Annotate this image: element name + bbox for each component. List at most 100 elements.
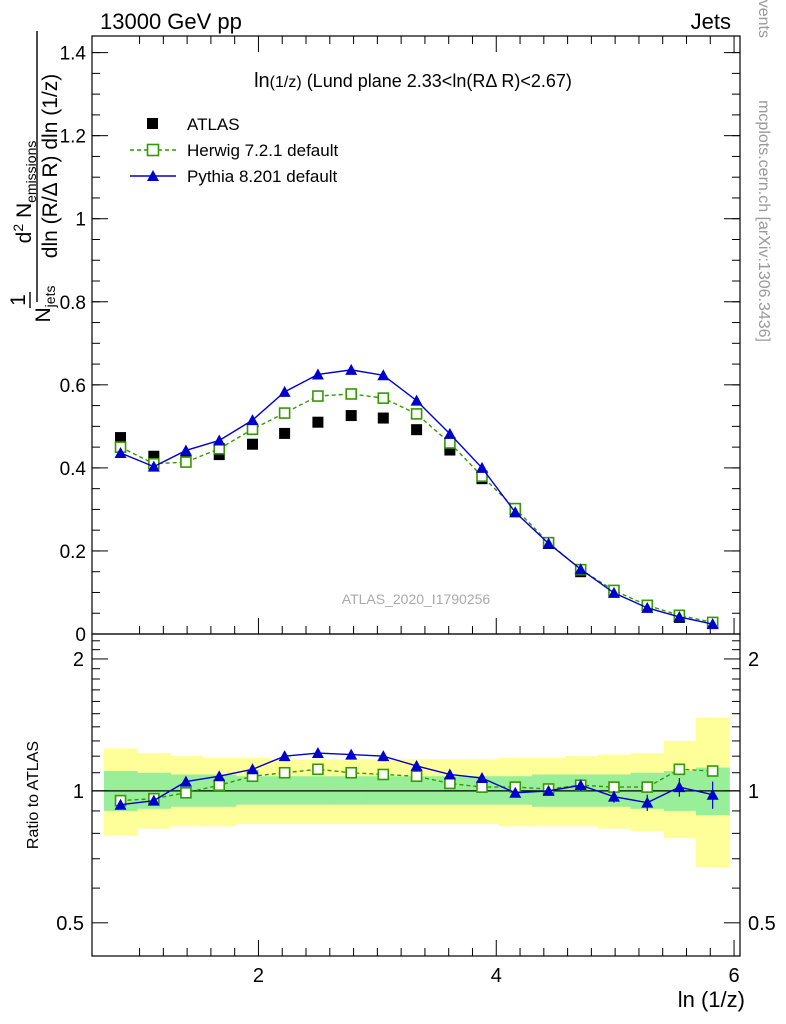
main-title-ln: ln <box>254 70 270 92</box>
main-series-layer <box>114 363 719 630</box>
pythia-ratio-point <box>475 771 488 783</box>
ylabel-den1-n: N <box>32 307 55 322</box>
ratio-plot-area: 2 4 6 0.5 0.5 1 1 2 2 <box>56 640 776 987</box>
herwig-ratio-point <box>345 766 358 779</box>
herwig-point <box>278 407 291 419</box>
main-y-tick-label: 1.2 <box>60 127 86 148</box>
pythia-point <box>475 461 488 473</box>
header-right: Jets <box>691 9 731 34</box>
pythia-ratio-point <box>179 775 192 787</box>
ylabel-num2-n: N <box>13 203 36 224</box>
legend-herwig-label: Herwig 7.2.1 default <box>187 141 338 160</box>
ylabel-frac1-den: Njets <box>32 286 58 323</box>
pythia-ratio-point <box>278 750 291 762</box>
main-y-tick-label: 0.2 <box>60 542 86 563</box>
ylabel-den1-sub: jets <box>42 286 58 309</box>
pythia-point <box>443 427 456 439</box>
atlas-point <box>213 449 225 461</box>
atlas-point <box>148 450 160 462</box>
ratio-x-tick-label: 2 <box>253 965 264 987</box>
herwig-point <box>444 437 456 449</box>
pythia-ratio-point <box>574 779 587 791</box>
pythia-ratio-point <box>213 770 226 782</box>
ratio-bands <box>103 717 730 868</box>
ylabel-num2-d: d <box>13 232 36 244</box>
main-y-tick-label: 0 <box>75 625 86 646</box>
ratio-y-tick-label: 1 <box>73 781 84 803</box>
legend-herwig-marker <box>146 143 160 157</box>
pythia-ratio-point <box>673 781 686 793</box>
ylabel-num2-sub: emissions <box>23 141 39 203</box>
herwig-ratio-point <box>213 779 226 792</box>
pythia-ratio-point <box>114 798 127 810</box>
pythia-point <box>542 537 555 549</box>
pythia-ratio-point <box>246 763 259 775</box>
pythia-ratio-point <box>542 784 555 796</box>
ylabel-frac2-den: dln (R/Δ R) dln (1/z) <box>39 74 62 258</box>
atlas-point <box>312 416 324 428</box>
herwig-point <box>410 408 423 420</box>
atlas-point <box>247 438 259 450</box>
ratio-y-tick-label-right: 0.5 <box>748 913 776 935</box>
main-y-tick-label: 0.8 <box>60 293 86 314</box>
herwig-ratio-point <box>706 765 719 777</box>
pythia-point <box>377 369 390 381</box>
pythia-point <box>673 610 686 622</box>
ylabel-frac2-num: d2 Nemissions <box>10 141 39 244</box>
main-title-sub: (1/z) <box>270 74 302 91</box>
herwig-ratio-point <box>278 766 291 779</box>
main-title: ln(1/z) (Lund plane 2.33<ln(RΔ R)<2.67) <box>254 70 572 92</box>
pythia-ratio-point <box>311 747 324 759</box>
atlas-point <box>444 444 456 456</box>
pythia-point <box>410 394 423 406</box>
herwig-point <box>246 423 259 436</box>
herwig-ratio-point <box>410 770 423 783</box>
pythia-ratio-point <box>509 786 522 798</box>
pythia-point <box>706 618 719 630</box>
pythia-point <box>246 414 259 426</box>
herwig-ratio-point <box>608 781 620 793</box>
header-left: 13000 GeV pp <box>100 9 242 34</box>
pythia-line <box>120 369 713 625</box>
pythia-point <box>179 444 192 456</box>
herwig-point <box>377 392 390 404</box>
herwig-point <box>312 390 324 402</box>
atlas-point <box>345 410 357 422</box>
pythia-ratio-point <box>443 768 456 780</box>
atlas-point <box>377 412 389 424</box>
pythia-point <box>114 446 127 458</box>
side-label-bottom: mcplots.cern.ch [arXiv:1306.3436] <box>755 100 772 342</box>
pythia-ratio-point <box>410 759 423 771</box>
pythia-point <box>311 368 324 380</box>
legend-pythia-label: Pythia 8.201 default <box>187 167 338 186</box>
side-label-top: Rivet 3.1.10, ≥ 300k events <box>755 0 772 38</box>
legend: ATLAS Herwig 7.2.1 default Pythia 8.201 … <box>130 115 338 186</box>
ratio-frame <box>91 633 741 957</box>
pythia-point <box>607 586 620 598</box>
main-y-tick-label: 0.4 <box>60 459 87 480</box>
ratio-x-tick-label: 4 <box>491 965 502 987</box>
legend-atlas-marker <box>147 118 158 129</box>
watermark: ATLAS_2020_I1790256 <box>342 591 491 607</box>
herwig-point <box>345 388 358 400</box>
ratio-y-axis-label: Ratio to ATLAS <box>25 741 42 849</box>
main-y-tick-label: 1 <box>75 210 86 231</box>
herwig-ratio-point <box>476 781 488 793</box>
pythia-point <box>641 601 654 613</box>
ylabel-frac1-num: 1 <box>7 294 30 306</box>
main-plot-area: 0 0.2 0.4 0.6 0.8 1 1.2 1.4 <box>60 36 740 646</box>
main-y-axis-label: 1 Njets d2 Nemissions dln (R/Δ R) dln (1… <box>7 31 62 322</box>
atlas-point <box>115 432 127 444</box>
pythia-point <box>213 434 226 446</box>
pythia-point <box>147 460 160 472</box>
ratio-y-tick-label: 0.5 <box>56 913 84 935</box>
pythia-ratio-point <box>377 750 390 762</box>
herwig-ratio-point <box>444 777 456 790</box>
pythia-point <box>345 363 358 375</box>
pythia-ratio-point <box>641 796 654 808</box>
ratio-series-layer <box>114 747 719 811</box>
pythia-ratio-point <box>607 790 620 802</box>
ratio-x-axis-label: ln (1/z) <box>678 987 745 1012</box>
pythia-ratio-point <box>147 794 160 806</box>
pythia-ratio-point <box>706 788 719 800</box>
